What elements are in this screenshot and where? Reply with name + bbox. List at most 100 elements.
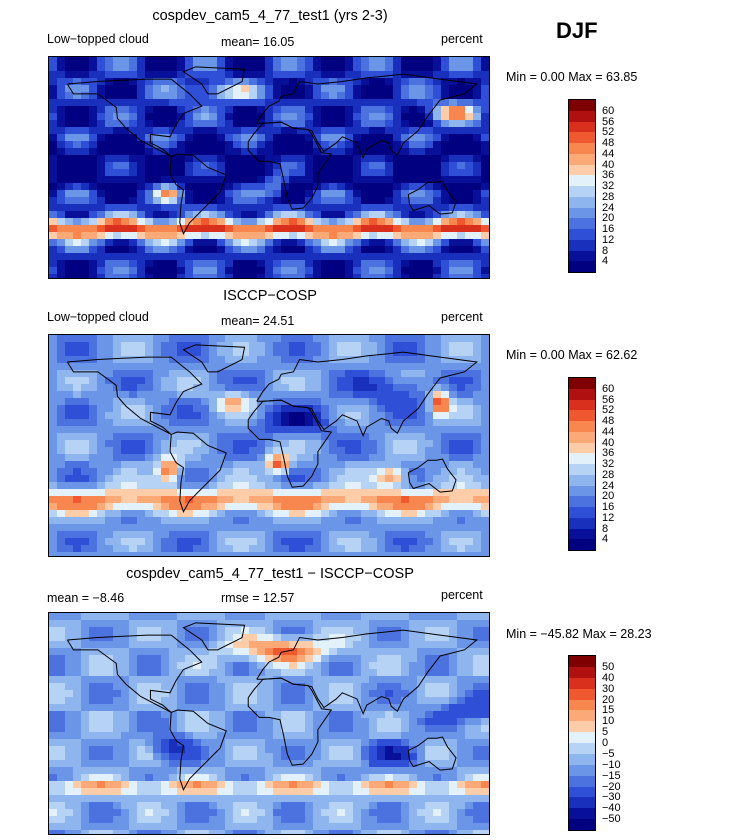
map-cell: [233, 267, 241, 274]
map-cell: [185, 648, 193, 655]
map-cell: [457, 377, 465, 384]
map-cell: [81, 141, 89, 148]
map-cell: [257, 739, 265, 746]
map-cell: [385, 732, 393, 739]
map-cell: [433, 524, 441, 531]
map-cell: [73, 113, 81, 120]
map-cell: [145, 384, 153, 391]
map-cell: [161, 342, 169, 349]
map-cell: [161, 655, 169, 662]
map-cell: [353, 433, 361, 440]
map-cell: [481, 134, 489, 141]
map-cell: [417, 739, 425, 746]
map-cell: [305, 113, 313, 120]
map-cell: [345, 739, 353, 746]
map-cell: [281, 426, 289, 433]
map-cell: [321, 655, 329, 662]
map-cell: [297, 545, 305, 552]
map-cell: [457, 384, 465, 391]
map-cell: [169, 260, 177, 267]
map-cell: [217, 92, 225, 99]
map-cell: [481, 426, 489, 433]
map-cell: [441, 676, 449, 683]
map-cell: [377, 274, 385, 278]
map-cell: [297, 190, 305, 197]
map-cell: [345, 412, 353, 419]
map-cell: [169, 391, 177, 398]
map-cell: [265, 127, 273, 134]
map-cell: [289, 648, 297, 655]
map-cell: [177, 704, 185, 711]
map-cell: [377, 183, 385, 190]
map-cell: [465, 447, 473, 454]
map-cell: [345, 774, 353, 781]
map-cell: [465, 253, 473, 260]
map-cell: [233, 218, 241, 225]
map-cell: [57, 634, 65, 641]
map-cell: [217, 384, 225, 391]
map-cell: [313, 538, 321, 545]
map-cell: [433, 753, 441, 760]
map-cell: [121, 545, 129, 552]
map-cell: [209, 85, 217, 92]
map-cell: [409, 552, 417, 556]
map-cell: [137, 363, 145, 370]
map-cell: [481, 64, 489, 71]
map-cell: [369, 363, 377, 370]
map-cell: [409, 148, 417, 155]
map-cell: [321, 545, 329, 552]
map-cell: [97, 746, 105, 753]
map-cell: [433, 225, 441, 232]
map-cell: [425, 274, 433, 278]
map-cell: [425, 169, 433, 176]
map-cell: [129, 391, 137, 398]
map-cell: [393, 662, 401, 669]
map-cell: [265, 239, 273, 246]
map-cell: [417, 64, 425, 71]
map-cell: [305, 267, 313, 274]
map-cell: [97, 648, 105, 655]
map-cell: [49, 774, 57, 781]
map-cell: [329, 732, 337, 739]
map-cell: [201, 732, 209, 739]
map-cell: [361, 342, 369, 349]
map-cell: [65, 141, 73, 148]
map-cell: [81, 552, 89, 556]
map-cell: [281, 510, 289, 517]
map-cell: [385, 398, 393, 405]
map-cell: [345, 155, 353, 162]
map-cell: [425, 64, 433, 71]
map-cell: [225, 634, 233, 641]
map-cell: [225, 531, 233, 538]
map-cell: [393, 496, 401, 503]
map-cell: [265, 697, 273, 704]
map-cell: [465, 510, 473, 517]
map-cell: [417, 662, 425, 669]
map-cell: [321, 391, 329, 398]
map-cell: [329, 419, 337, 426]
map-cell: [345, 662, 353, 669]
map-cell: [297, 197, 305, 204]
map-cell: [457, 183, 465, 190]
map-cell: [193, 246, 201, 253]
map-cell: [465, 148, 473, 155]
colorbar-swatch: [569, 485, 595, 497]
map-cell: [185, 704, 193, 711]
map-cell: [425, 767, 433, 774]
map-cell: [209, 725, 217, 732]
map-cell: [161, 71, 169, 78]
map-cell: [353, 113, 361, 120]
map-cell: [137, 246, 145, 253]
map-cell: [201, 239, 209, 246]
map-cell: [449, 767, 457, 774]
map-cell: [281, 697, 289, 704]
map-cell: [169, 468, 177, 475]
map-cell: [425, 517, 433, 524]
map-cell: [417, 517, 425, 524]
map-cell: [457, 655, 465, 662]
map-cell: [385, 363, 393, 370]
map-cell: [441, 655, 449, 662]
map-cell: [89, 641, 97, 648]
map-cell: [57, 183, 65, 190]
map-cell: [449, 461, 457, 468]
